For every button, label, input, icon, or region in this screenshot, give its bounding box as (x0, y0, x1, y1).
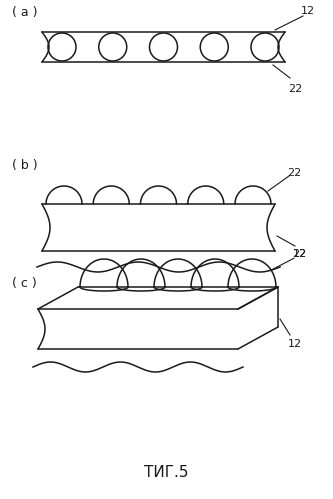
Text: ( c ): ( c ) (12, 277, 37, 290)
Text: 22: 22 (288, 84, 302, 94)
Text: ΤИГ.5: ΤИГ.5 (144, 465, 188, 480)
Text: 22: 22 (292, 249, 306, 259)
Text: 12: 12 (301, 6, 315, 16)
Text: ( a ): ( a ) (12, 6, 38, 19)
Text: ( b ): ( b ) (12, 159, 38, 172)
Text: 12: 12 (288, 339, 302, 349)
Text: 12: 12 (293, 249, 307, 259)
Text: 22: 22 (287, 168, 301, 178)
